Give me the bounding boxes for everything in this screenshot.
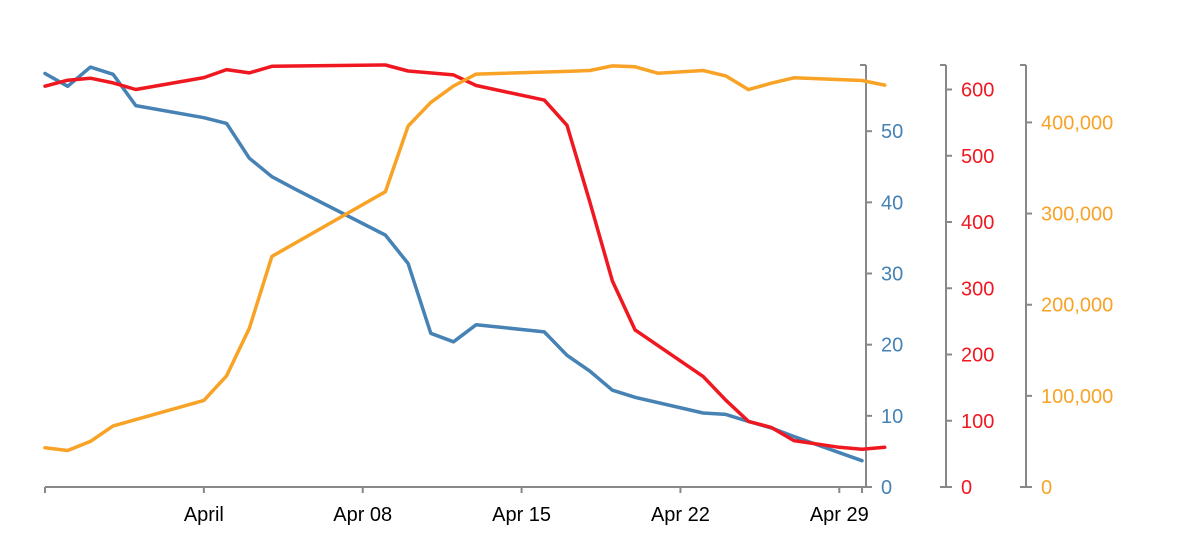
y-axis-orange: 0 100,000 200,000 300,000 400,000	[1020, 64, 1113, 499]
y-tick-label: 100	[961, 411, 994, 433]
y-tick-label: 400	[961, 212, 994, 234]
series-lines	[43, 63, 887, 463]
y-axes: 0102030405001002003004005006000100,00020…	[860, 64, 1113, 499]
y-tick-label: 600	[961, 80, 994, 102]
y-tick-label: 0	[881, 477, 892, 499]
x-tick-label: Apr 22	[651, 504, 710, 526]
x-tick-label: Apr 15	[492, 504, 551, 526]
y-tick-label: 50	[881, 121, 903, 143]
y-tick-label: 200	[961, 345, 994, 367]
y-tick-label: 500	[961, 146, 994, 168]
x-tick-label: Apr 29	[810, 504, 869, 526]
y-tick-label: 30	[881, 264, 903, 286]
y-axis-blue: 0 10 20 30 40 50	[860, 64, 903, 499]
series-line-blue	[43, 65, 864, 463]
y-tick-label: 10	[881, 406, 903, 428]
y-tick-label: 100,000	[1041, 386, 1113, 408]
y-axis-red: 0 100 200 300 400 500 600	[940, 64, 994, 499]
y-tick-label: 300,000	[1041, 204, 1113, 226]
x-tick-label: April	[184, 504, 224, 526]
y-tick-label: 40	[881, 192, 903, 214]
y-tick-label: 0	[961, 477, 972, 499]
y-tick-label: 200,000	[1041, 295, 1113, 317]
x-axis: April Apr 08 Apr 15 Apr 22 Apr 29	[44, 486, 869, 526]
series-line-orange	[43, 64, 887, 453]
y-tick-label: 0	[1041, 477, 1052, 499]
y-tick-label: 400,000	[1041, 112, 1113, 134]
y-tick-label: 300	[961, 278, 994, 300]
series-line-red	[43, 63, 887, 451]
y-tick-label: 20	[881, 335, 903, 357]
x-tick-label: Apr 08	[333, 504, 392, 526]
